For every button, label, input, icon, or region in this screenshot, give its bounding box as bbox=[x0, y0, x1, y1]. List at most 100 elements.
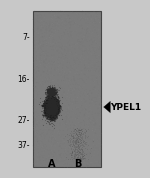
Point bbox=[49, 107, 51, 110]
Point bbox=[48, 90, 50, 92]
Point bbox=[74, 138, 76, 141]
Point bbox=[47, 140, 50, 143]
Point bbox=[49, 90, 52, 93]
Point bbox=[48, 104, 51, 107]
Point bbox=[42, 102, 45, 105]
Point bbox=[94, 85, 96, 88]
Point bbox=[45, 108, 47, 111]
Point bbox=[47, 106, 50, 109]
Point bbox=[55, 110, 57, 112]
Point bbox=[55, 110, 57, 113]
Point bbox=[53, 89, 56, 92]
Point bbox=[48, 106, 50, 109]
Point bbox=[81, 159, 83, 162]
Point bbox=[51, 101, 53, 103]
Point bbox=[70, 164, 72, 167]
Point bbox=[63, 58, 65, 61]
Point bbox=[54, 95, 56, 97]
Point bbox=[55, 98, 57, 101]
Point bbox=[55, 97, 58, 100]
Point bbox=[32, 119, 34, 121]
Point bbox=[50, 105, 53, 108]
Point bbox=[40, 84, 43, 87]
Point bbox=[50, 113, 52, 116]
Point bbox=[48, 105, 51, 108]
Point bbox=[48, 99, 50, 102]
Point bbox=[42, 106, 44, 109]
Point bbox=[56, 102, 58, 105]
Point bbox=[52, 88, 54, 91]
Point bbox=[53, 112, 56, 115]
Point bbox=[50, 110, 53, 112]
Point bbox=[59, 165, 61, 168]
Point bbox=[63, 118, 65, 121]
Point bbox=[92, 40, 94, 43]
Point bbox=[53, 129, 56, 132]
Point bbox=[51, 109, 53, 112]
Point bbox=[51, 104, 53, 107]
Point bbox=[51, 102, 54, 105]
Point bbox=[50, 108, 52, 111]
Point bbox=[54, 107, 56, 110]
Point bbox=[51, 107, 54, 109]
Point bbox=[73, 101, 75, 104]
Point bbox=[49, 101, 51, 104]
Point bbox=[46, 93, 48, 96]
Point bbox=[75, 161, 78, 164]
Point bbox=[54, 99, 56, 102]
Point bbox=[73, 144, 76, 147]
Point bbox=[48, 106, 50, 109]
Point bbox=[47, 105, 50, 108]
Point bbox=[52, 106, 55, 109]
Point bbox=[36, 147, 39, 150]
Point bbox=[48, 107, 51, 110]
Point bbox=[52, 109, 54, 112]
Point bbox=[50, 90, 52, 93]
Point bbox=[78, 137, 80, 140]
Point bbox=[65, 124, 67, 126]
Point bbox=[49, 91, 51, 94]
Point bbox=[53, 101, 56, 103]
Point bbox=[49, 105, 51, 108]
Point bbox=[49, 104, 52, 107]
Point bbox=[52, 103, 55, 106]
Point bbox=[86, 148, 88, 151]
Point bbox=[64, 56, 67, 59]
Point bbox=[45, 104, 47, 107]
Point bbox=[43, 103, 46, 106]
Point bbox=[57, 58, 60, 61]
Point bbox=[46, 148, 48, 151]
Point bbox=[89, 56, 92, 59]
Point bbox=[79, 133, 82, 136]
Point bbox=[53, 108, 56, 111]
Point bbox=[60, 112, 62, 115]
Point bbox=[53, 111, 56, 114]
Point bbox=[47, 89, 49, 91]
Point bbox=[48, 100, 50, 103]
Point bbox=[80, 153, 82, 156]
Point bbox=[46, 76, 48, 78]
Point bbox=[50, 106, 53, 109]
Point bbox=[70, 144, 73, 147]
Point bbox=[56, 59, 59, 62]
Point bbox=[76, 115, 79, 118]
Point bbox=[50, 88, 52, 91]
Point bbox=[48, 108, 50, 111]
Point bbox=[47, 113, 49, 116]
Point bbox=[52, 101, 55, 103]
Point bbox=[39, 159, 42, 162]
Point bbox=[53, 106, 56, 109]
Point bbox=[57, 84, 59, 87]
Point bbox=[50, 107, 52, 110]
Point bbox=[47, 104, 50, 106]
Point bbox=[55, 105, 57, 108]
Point bbox=[54, 103, 56, 106]
Point bbox=[49, 91, 52, 94]
Point bbox=[50, 79, 52, 82]
Point bbox=[51, 108, 53, 111]
Point bbox=[42, 156, 45, 159]
Point bbox=[55, 115, 57, 118]
Point bbox=[51, 101, 54, 103]
Point bbox=[48, 107, 50, 109]
Point bbox=[50, 89, 53, 92]
